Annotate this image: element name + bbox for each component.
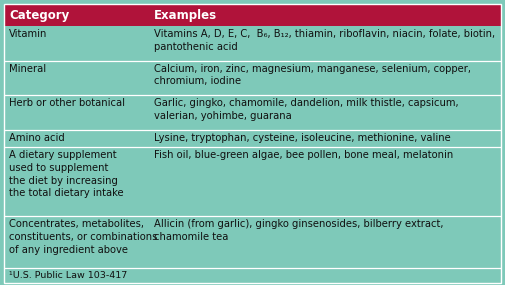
Text: Mineral: Mineral bbox=[9, 64, 46, 74]
Text: Calcium, iron, zinc, magnesium, manganese, selenium, copper,
chromium, iodine: Calcium, iron, zinc, magnesium, manganes… bbox=[154, 64, 471, 86]
Bar bbox=[4, 147, 501, 216]
Text: ¹U.S. Public Law 103-417: ¹U.S. Public Law 103-417 bbox=[9, 271, 127, 280]
Text: Amino acid: Amino acid bbox=[9, 133, 65, 143]
Text: Lysine, tryptophan, cysteine, isoleucine, methionine, valine: Lysine, tryptophan, cysteine, isoleucine… bbox=[154, 133, 451, 143]
Bar bbox=[4, 4, 501, 26]
Bar bbox=[4, 216, 501, 268]
Text: A dietary supplement
used to supplement
the diet by increasing
the total dietary: A dietary supplement used to supplement … bbox=[9, 150, 124, 198]
Bar bbox=[4, 95, 501, 130]
Text: Examples: Examples bbox=[154, 9, 217, 21]
Text: Allicin (from garlic), gingko ginsenosides, bilberry extract,
chamomile tea: Allicin (from garlic), gingko ginsenosid… bbox=[154, 219, 443, 242]
Bar bbox=[4, 26, 501, 61]
Text: Garlic, gingko, chamomile, dandelion, milk thistle, capsicum,
valerian, yohimbe,: Garlic, gingko, chamomile, dandelion, mi… bbox=[154, 98, 459, 121]
Text: Concentrates, metabolites,
constituents, or combinations
of any ingredient above: Concentrates, metabolites, constituents,… bbox=[9, 219, 158, 255]
Text: Vitamin: Vitamin bbox=[9, 29, 47, 39]
Text: Fish oil, blue-green algae, bee pollen, bone meal, melatonin: Fish oil, blue-green algae, bee pollen, … bbox=[154, 150, 453, 160]
Text: Herb or other botanical: Herb or other botanical bbox=[9, 98, 125, 108]
Bar bbox=[4, 61, 501, 95]
Text: Category: Category bbox=[9, 9, 69, 21]
Bar bbox=[4, 130, 501, 147]
Text: Vitamins A, D, E, C,  B₆, B₁₂, thiamin, riboflavin, niacin, folate, biotin,
pant: Vitamins A, D, E, C, B₆, B₁₂, thiamin, r… bbox=[154, 29, 495, 52]
